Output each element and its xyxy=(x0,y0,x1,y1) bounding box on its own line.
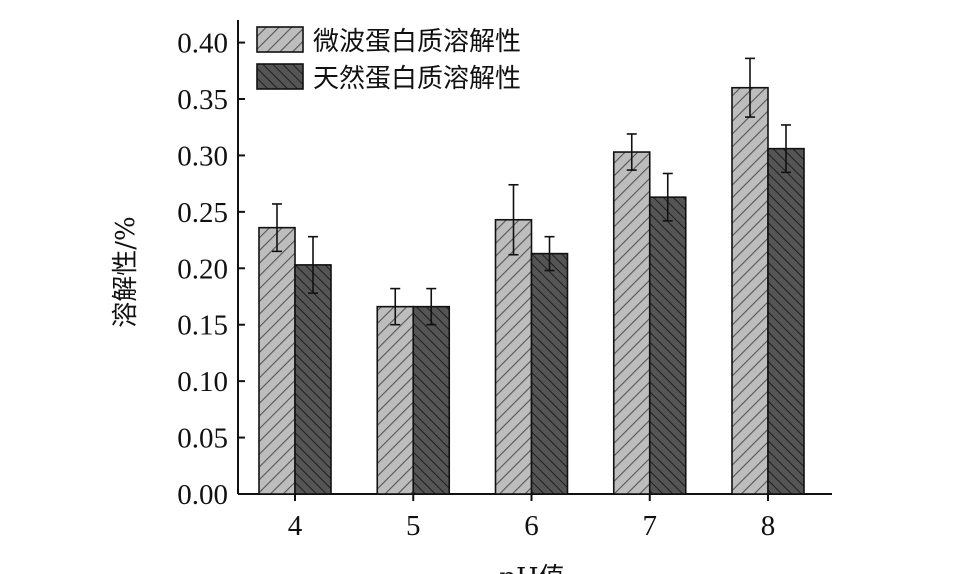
x-tick-label: 6 xyxy=(524,510,539,542)
y-tick-label: 0.25 xyxy=(177,197,228,229)
y-tick-label: 0.10 xyxy=(177,366,228,398)
bars-group xyxy=(258,86,805,495)
bar-series-2 xyxy=(412,305,451,495)
y-tick-label: 0.20 xyxy=(177,253,228,285)
bar-series-2 xyxy=(530,252,569,495)
y-tick-label: 0.35 xyxy=(177,84,228,116)
x-axis-title: pH值 xyxy=(499,563,564,574)
y-axis-title: 溶解性/% xyxy=(111,216,141,327)
y-tick-label: 0.30 xyxy=(177,140,228,172)
bar-series-2 xyxy=(294,264,332,495)
bar-series-1 xyxy=(494,218,533,495)
legend-label-2: 天然蛋白质溶解性 xyxy=(313,64,521,94)
bar-series-1 xyxy=(376,305,415,495)
legend-swatch-2 xyxy=(256,63,304,90)
x-tick-label: 5 xyxy=(406,510,421,542)
y-tick-label: 0.15 xyxy=(177,310,228,342)
legend-label-1: 微波蛋白质溶解性 xyxy=(313,27,521,57)
x-tick-label: 4 xyxy=(288,510,303,542)
x-tick-label: 7 xyxy=(643,510,658,542)
bar-series-1 xyxy=(612,151,651,495)
x-axis: 4 5 6 7 8 xyxy=(238,493,832,542)
x-tick-label: 8 xyxy=(761,510,776,542)
y-tick-label: 0.40 xyxy=(177,28,228,60)
bar-series-2 xyxy=(648,196,687,495)
y-tick-label: 0.05 xyxy=(177,423,228,455)
error-bars-group xyxy=(272,57,791,326)
bar-series-2 xyxy=(767,147,805,495)
bar-series-1 xyxy=(258,226,296,495)
y-tick-label: 0.00 xyxy=(177,479,228,511)
y-axis: 0.00 0.05 0.10 0.15 0.20 0.25 0.30 0.35 0.40 xyxy=(177,20,245,511)
legend-swatch-1 xyxy=(256,26,304,53)
bar-series-1 xyxy=(731,86,769,495)
